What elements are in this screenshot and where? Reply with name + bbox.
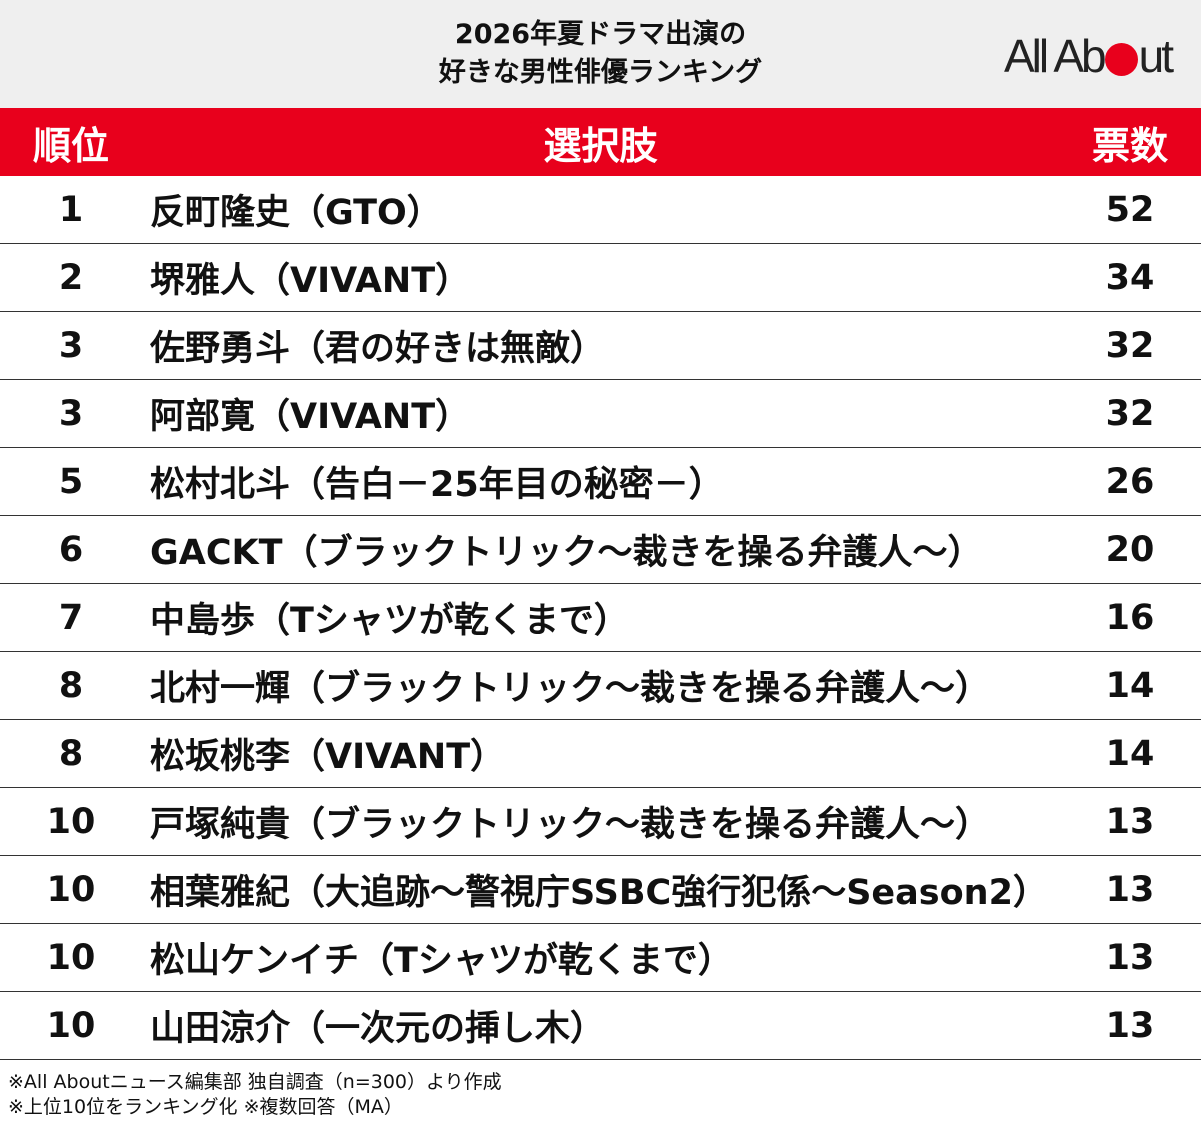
votes-cell: 32 (1105, 393, 1155, 434)
table-row: 2 堺雅人（VIVANT） 34 (0, 244, 1201, 312)
rank-cell: 3 (58, 325, 84, 366)
page-title: 2026年夏ドラマ出演の 好きな男性俳優ランキング (0, 16, 1201, 92)
choice-cell: 松村北斗（告白－25年目の秘密－） (150, 465, 724, 505)
votes-cell: 52 (1105, 189, 1155, 230)
table-row: 7 中島歩（Tシャツが乾くまで） 16 (0, 584, 1201, 652)
table-row: 10 松山ケンイチ（Tシャツが乾くまで） 13 (0, 924, 1201, 992)
table-row: 10 山田涼介（一次元の挿し木） 13 (0, 992, 1201, 1060)
rank-cell: 3 (58, 393, 84, 434)
table-row: 3 佐野勇斗（君の好きは無敵） 32 (0, 312, 1201, 380)
votes-cell: 13 (1105, 1005, 1155, 1046)
logo-dot-icon (1104, 42, 1138, 76)
choice-cell: 阿部寛（VIVANT） (150, 397, 471, 437)
table-row: 6 GACKT（ブラックトリック～裁きを操る弁護人～） 20 (0, 516, 1201, 584)
rank-cell: 8 (58, 733, 84, 774)
ranking-table: 1 反町隆史（GTO） 52 2 堺雅人（VIVANT） 34 3 佐野勇斗（君… (0, 176, 1201, 1060)
title-line-2: 好きな男性俳優ランキング (438, 57, 763, 88)
table-header: 順位 選択肢 票数 (0, 108, 1201, 176)
votes-cell: 14 (1105, 665, 1155, 706)
table-row: 8 北村一輝（ブラックトリック～裁きを操る弁護人～） 14 (0, 652, 1201, 720)
votes-cell: 13 (1105, 937, 1155, 978)
header: 2026年夏ドラマ出演の 好きな男性俳優ランキング All Ab ut (0, 0, 1201, 108)
choice-cell: 反町隆史（GTO） (150, 193, 442, 233)
rank-cell: 5 (58, 461, 84, 502)
rank-cell: 10 (46, 869, 96, 910)
votes-cell: 13 (1105, 801, 1155, 842)
header-votes: 票数 (1091, 123, 1168, 168)
footnotes: ※All Aboutニュース編集部 独自調査（n=300）より作成 ※上位10位… (8, 1070, 502, 1120)
votes-cell: 16 (1105, 597, 1155, 638)
table-row: 5 松村北斗（告白－25年目の秘密－） 26 (0, 448, 1201, 516)
title-line-1: 2026年夏ドラマ出演の (454, 19, 747, 50)
footnote-source: ※All Aboutニュース編集部 独自調査（n=300）より作成 (8, 1071, 502, 1093)
choice-cell: GACKT（ブラックトリック～裁きを操る弁護人～） (150, 533, 983, 573)
choice-cell: 松坂桃李（VIVANT） (150, 737, 506, 777)
rank-cell: 7 (58, 597, 84, 638)
votes-cell: 13 (1105, 869, 1155, 910)
table-row: 10 相葉雅紀（大追跡～警視庁SSBC強行犯係～Season2） 13 (0, 856, 1201, 924)
rank-cell: 10 (46, 1005, 96, 1046)
choice-cell: 山田涼介（一次元の挿し木） (150, 1009, 606, 1049)
table-row: 10 戸塚純貴（ブラックトリック～裁きを操る弁護人～） 13 (0, 788, 1201, 856)
header-choice: 選択肢 (543, 123, 658, 168)
votes-cell: 34 (1105, 257, 1155, 298)
choice-cell: 北村一輝（ブラックトリック～裁きを操る弁護人～） (150, 669, 991, 709)
rank-cell: 6 (58, 529, 84, 570)
votes-cell: 20 (1105, 529, 1155, 570)
choice-cell: 佐野勇斗（君の好きは無敵） (150, 329, 606, 369)
header-rank: 順位 (32, 123, 109, 168)
footnote-method: ※上位10位をランキング化 ※複数回答（MA） (8, 1096, 403, 1118)
choice-cell: 堺雅人（VIVANT） (150, 261, 471, 301)
choice-cell: 中島歩（Tシャツが乾くまで） (150, 601, 629, 641)
all-about-logo: All Ab ut (1003, 30, 1174, 82)
table-row: 1 反町隆史（GTO） 52 (0, 176, 1201, 244)
choice-cell: 相葉雅紀（大追跡～警視庁SSBC強行犯係～Season2） (150, 873, 1048, 913)
logo-text-right: ut (1138, 30, 1174, 82)
table-row: 8 松坂桃李（VIVANT） 14 (0, 720, 1201, 788)
logo-text-left: All Ab (1003, 30, 1107, 82)
choice-cell: 戸塚純貴（ブラックトリック～裁きを操る弁護人～） (150, 805, 991, 845)
choice-cell: 松山ケンイチ（Tシャツが乾くまで） (150, 941, 733, 981)
rank-cell: 8 (58, 665, 84, 706)
rank-cell: 10 (46, 801, 96, 842)
rank-cell: 2 (58, 257, 84, 298)
rank-cell: 1 (58, 189, 84, 230)
votes-cell: 32 (1105, 325, 1155, 366)
rank-cell: 10 (46, 937, 96, 978)
table-row: 3 阿部寛（VIVANT） 32 (0, 380, 1201, 448)
votes-cell: 26 (1105, 461, 1155, 502)
votes-cell: 14 (1105, 733, 1155, 774)
